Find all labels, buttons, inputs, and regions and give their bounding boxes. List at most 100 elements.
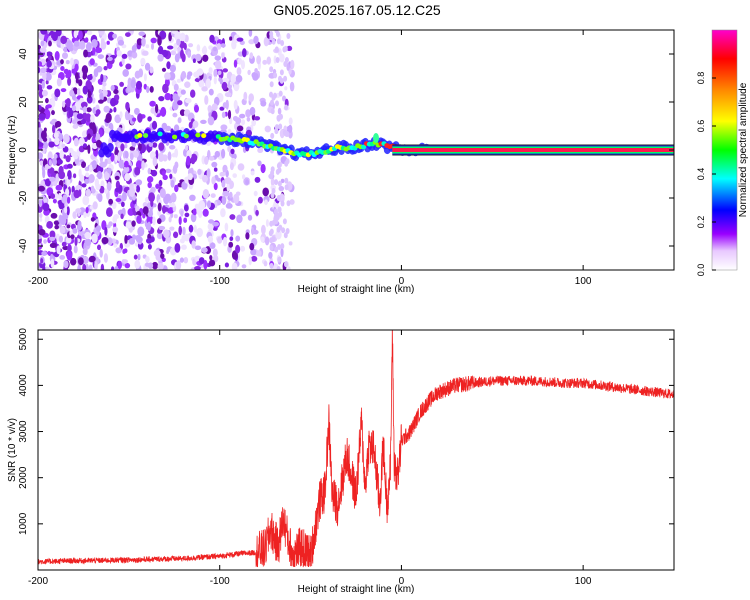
spectrogram-noise-cell [224, 262, 229, 268]
spectrogram-noise-cell [95, 109, 101, 115]
spectrogram-noise-cell [161, 207, 169, 212]
spectrogram-noise-cell [96, 165, 104, 174]
spectrogram-noise-cell [66, 196, 71, 204]
spectrogram-noise-cell [53, 220, 60, 226]
spectrogram-noise-cell [209, 255, 213, 261]
spectrogram-noise-cell [129, 183, 134, 190]
spectrogram-noise-cell [120, 143, 125, 152]
spectrogram-noise-cell [179, 32, 186, 42]
spectrogram-x-tick-label: -200 [28, 276, 48, 287]
spectrogram-noise-cell [178, 216, 182, 226]
spectrogram-noise-cell [188, 121, 193, 129]
spectrogram-noise-cell [253, 35, 259, 45]
spectrogram-noise-cell [95, 225, 101, 232]
spectrogram-noise-cell [167, 151, 172, 161]
spectrogram-noise-cell [70, 257, 77, 266]
spectrogram-noise-cell [229, 36, 233, 41]
spectrogram-noise-cell [39, 217, 43, 222]
spectrogram-noise-cell [103, 66, 108, 71]
spectrogram-noise-cell [134, 107, 140, 115]
spectrogram-noise-cell [247, 69, 251, 76]
spectrogram-noise-cell [232, 115, 239, 122]
spectrogram-noise-cell [117, 260, 123, 270]
spectrogram-noise-cell [46, 134, 50, 144]
spectrogram-noise-cell [166, 61, 171, 70]
spectrogram-noise-cell [121, 201, 125, 207]
spectrogram-noise-cell [236, 37, 244, 42]
spectrogram-noise-cell [152, 156, 158, 167]
spectrogram-noise-cell [185, 98, 192, 104]
spectrogram-noise-cell [40, 30, 47, 35]
spectrogram-noise-cell [208, 45, 214, 50]
spectrogram-noise-cell [288, 117, 293, 125]
spectrogram-noise-cell [250, 255, 258, 262]
spectrogram-noise-cell [209, 156, 215, 161]
spectrogram-noise-cell [50, 212, 58, 219]
spectrogram-y-tick-label: 40 [18, 48, 29, 60]
spectrogram-trace-cell [157, 131, 163, 137]
spectrogram-noise-cell [84, 178, 90, 184]
spectrogram-noise-cell [85, 188, 92, 197]
spectrogram-noise-cell [40, 258, 44, 264]
spectrogram-noise-cell [194, 266, 201, 270]
spectrogram-noise-cell [202, 208, 209, 217]
spectrogram-noise-cell [229, 236, 234, 241]
spectrogram-noise-cell [162, 174, 168, 181]
spectrogram-noise-cell [227, 109, 232, 120]
spectrogram-noise-cell [277, 256, 282, 263]
spectrogram-noise-cell [51, 97, 55, 106]
spectrogram-noise-cell [54, 192, 59, 200]
spectrogram-noise-cell [58, 235, 64, 243]
snr-panel: -200 -100 0 100 1000 2000 3000 4000 5000 Height… [7, 328, 675, 595]
spectrogram-noise-cell [202, 189, 210, 199]
spectrogram-noise-cell [222, 190, 230, 197]
spectrogram-noise-cell [264, 236, 270, 246]
spectrogram-noise-cell [141, 160, 145, 171]
spectrogram-noise-cell [178, 225, 182, 236]
spectrogram-noise-cell [147, 176, 154, 183]
spectrogram-noise-cell [265, 219, 269, 227]
spectrogram-noise-cell [92, 45, 96, 56]
spectrogram-noise-cell [82, 85, 89, 95]
spectrogram-noise-cell [164, 72, 171, 80]
spectrogram-noise-cell [142, 206, 149, 215]
spectrogram-noise-cell [203, 259, 208, 270]
spectrogram-noise-cell [39, 213, 43, 219]
spectrogram-noise-cell [136, 215, 142, 224]
spectrogram-noise-cell [138, 31, 146, 37]
spectrogram-noise-cell [38, 113, 46, 120]
spectrogram-noise-cell [191, 240, 196, 249]
spectrogram-noise-cell [86, 107, 92, 113]
spectrogram-noise-cell [149, 66, 154, 74]
spectrogram-noise-cell [81, 183, 87, 188]
spectrogram-noise-cell [230, 229, 234, 237]
spectrogram-noise-cell [208, 67, 213, 74]
spectrogram-noise-cell [196, 68, 204, 76]
spectrogram-noise-cell [112, 226, 119, 233]
spectrogram-noise-cell [194, 245, 202, 251]
spectrogram-noise-cell [38, 203, 43, 213]
spectrogram-noise-cell [140, 57, 146, 66]
spectrogram-noise-cell [221, 148, 226, 159]
spectrogram-noise-cell [224, 92, 232, 98]
spectrogram-noise-cell [286, 200, 291, 207]
spectrogram-noise-cell [266, 56, 272, 65]
spectrogram-noise-cell [66, 224, 71, 229]
spectrogram-noise-cell [63, 68, 69, 75]
spectrogram-noise-cell [241, 174, 246, 180]
spectrogram-noise-cell [290, 59, 295, 70]
spectrogram-noise-cell [235, 74, 243, 83]
spectrogram-noise-cell [90, 185, 95, 193]
spectrogram-noise-cell [128, 187, 136, 197]
spectrogram-noise-cell [97, 193, 103, 203]
spectrogram-noise-cell [208, 259, 216, 267]
spectrogram-noise-cell [280, 243, 285, 250]
spectrogram-noise-cell [121, 53, 128, 59]
spectrogram-noise-cell [243, 91, 248, 101]
spectrogram-noise-cell [41, 90, 48, 97]
spectrogram-noise-cell [284, 261, 288, 268]
spectrogram-noise-cell [60, 66, 65, 71]
spectrogram-noise-cell [160, 253, 165, 259]
snr-y-tick-label: 4000 [18, 374, 29, 397]
